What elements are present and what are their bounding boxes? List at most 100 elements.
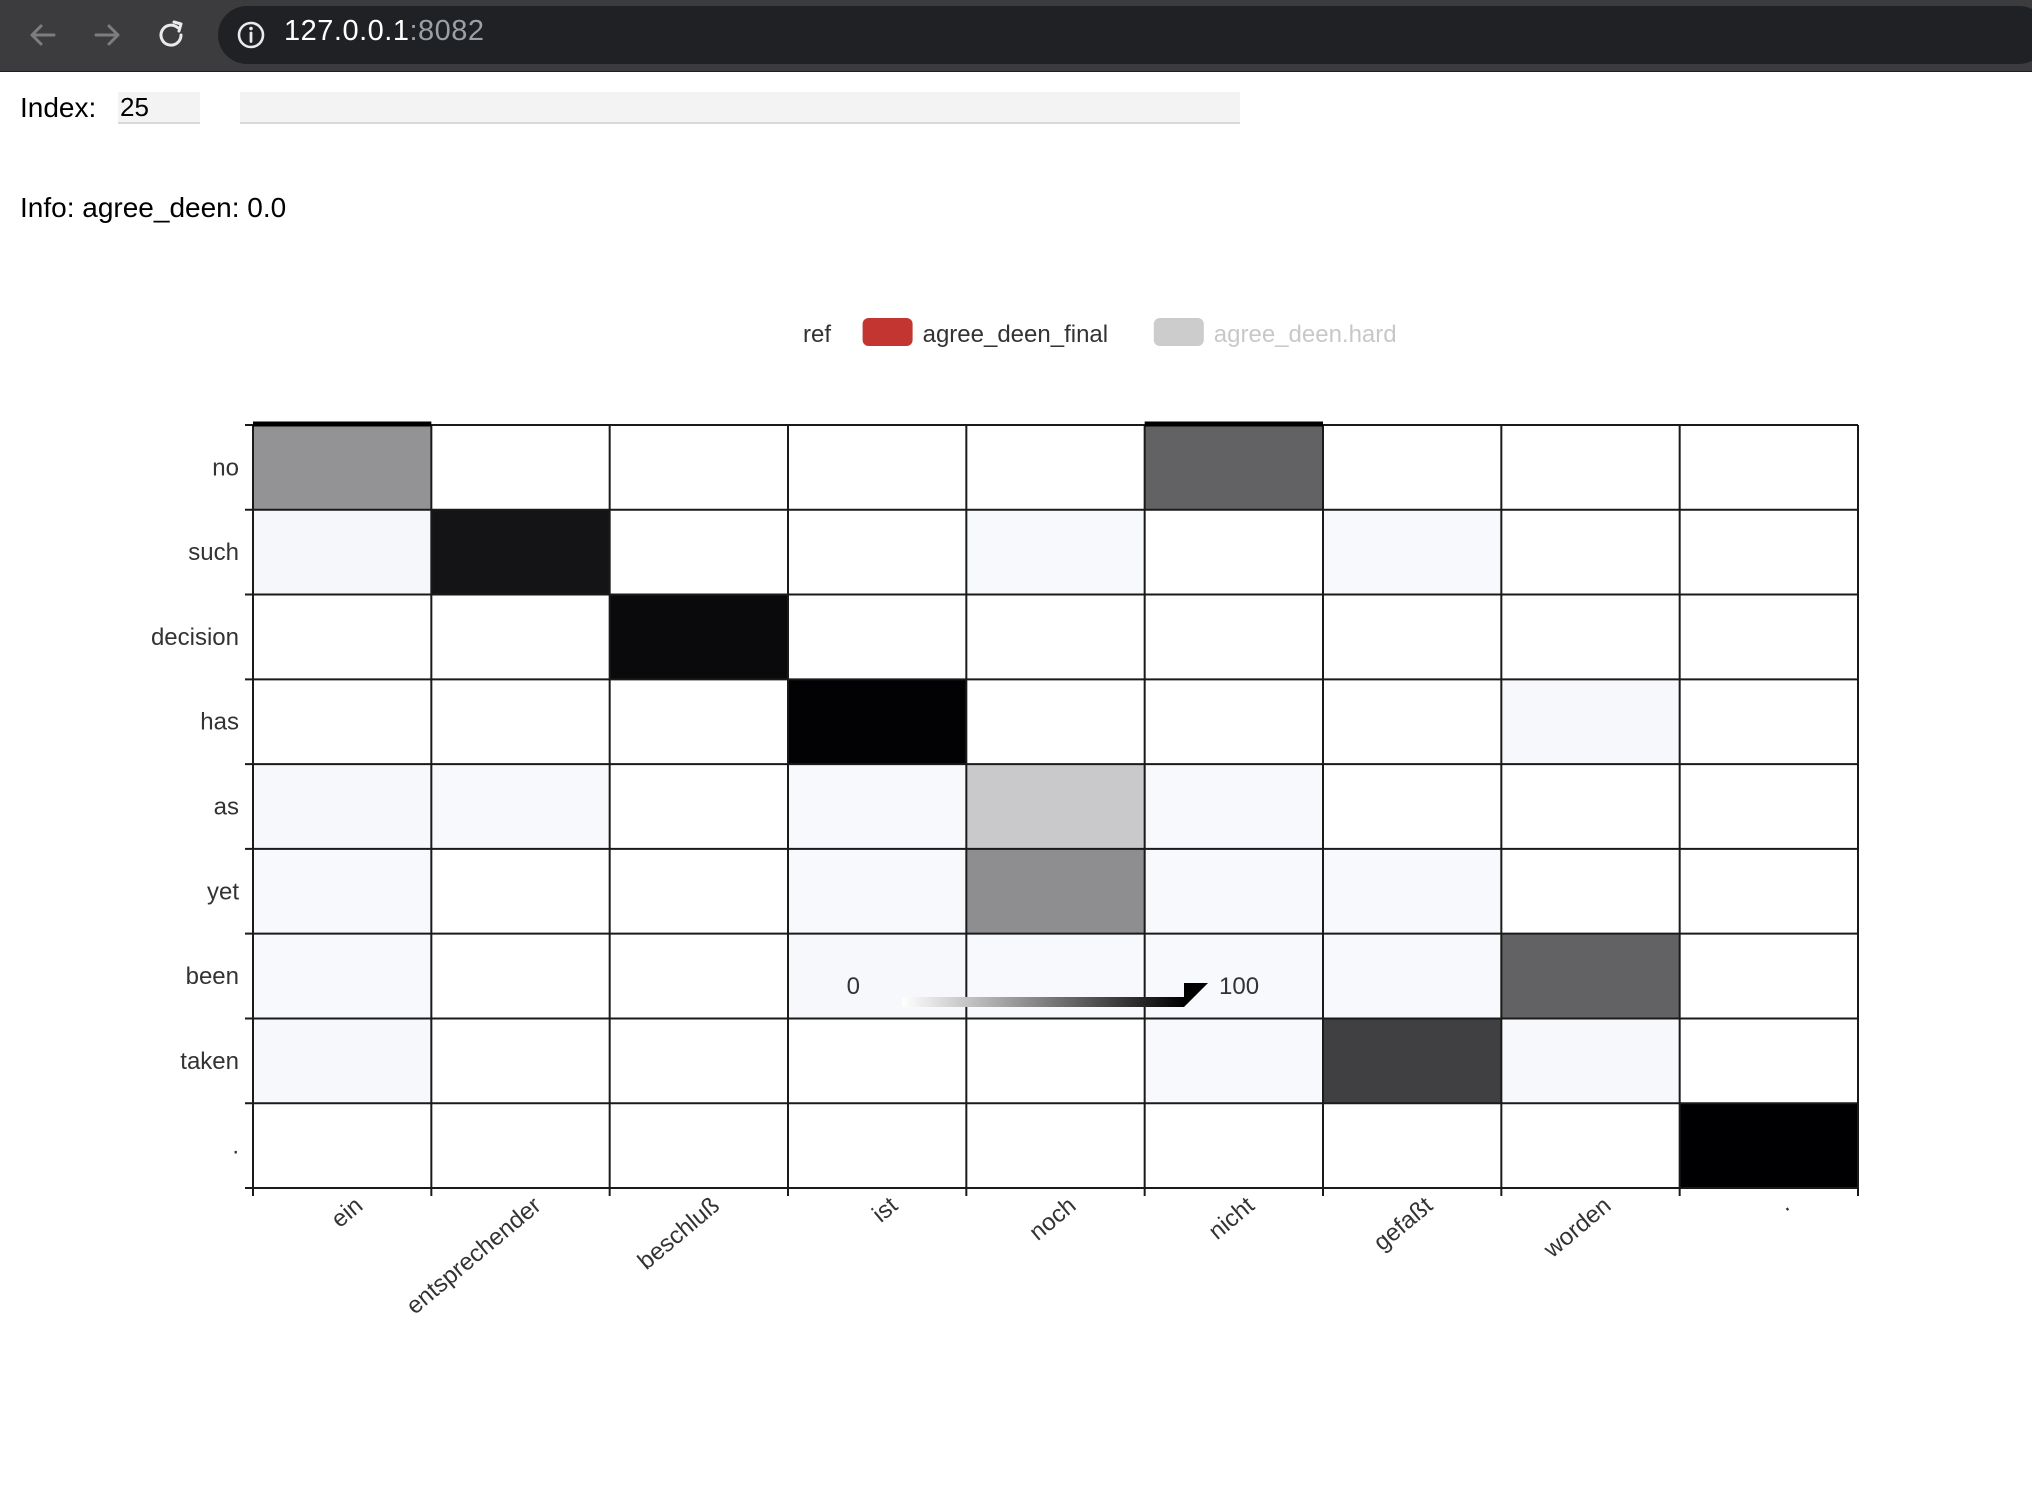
heatmap-cell[interactable] — [609, 848, 788, 934]
heatmap-cell[interactable] — [966, 1018, 1145, 1104]
heatmap-cell[interactable] — [431, 679, 610, 765]
heatmap-cell[interactable] — [1323, 1103, 1502, 1188]
heatmap-cell[interactable] — [431, 933, 610, 1019]
heatmap-cell[interactable] — [788, 1018, 967, 1104]
url-port: :8082 — [409, 15, 485, 47]
heatmap-cell[interactable] — [1144, 1018, 1323, 1104]
heatmap-cell[interactable] — [1501, 679, 1680, 765]
heatmap-cell[interactable] — [1144, 679, 1323, 765]
heatmap-cell[interactable] — [1323, 679, 1502, 765]
heatmap-cell[interactable] — [1323, 425, 1502, 510]
heatmap-cell[interactable] — [966, 764, 1145, 849]
heatmap-grid — [245, 421, 1859, 1196]
heatmap-cell[interactable] — [1679, 679, 1858, 765]
heatmap-cell[interactable] — [788, 594, 967, 680]
heatmap-cell[interactable] — [253, 509, 432, 595]
info-icon[interactable] — [236, 20, 266, 50]
heatmap-cell[interactable] — [253, 848, 432, 934]
legend-item[interactable]: ref — [803, 321, 831, 348]
heatmap-cell[interactable] — [431, 1018, 610, 1104]
heatmap-cell[interactable] — [253, 679, 432, 765]
text-input[interactable] — [240, 92, 1240, 124]
heatmap-cell[interactable] — [431, 764, 610, 849]
heatmap-cell[interactable] — [966, 594, 1145, 680]
heatmap-cell[interactable] — [788, 679, 967, 765]
heatmap-cell[interactable] — [609, 1018, 788, 1104]
heatmap-cell[interactable] — [1501, 594, 1680, 680]
heatmap-cell[interactable] — [253, 1018, 432, 1104]
heatmap-cell[interactable] — [1323, 509, 1502, 595]
heatmap-cell[interactable] — [1144, 594, 1323, 680]
heatmap-cell[interactable] — [1679, 764, 1858, 849]
heatmap-cell[interactable] — [1501, 1018, 1680, 1104]
heatmap-cell[interactable] — [1501, 1103, 1680, 1188]
heatmap-cell[interactable] — [431, 425, 610, 510]
reload-button[interactable] — [150, 14, 192, 56]
visual-map[interactable]: 0 100 — [847, 973, 1259, 1007]
heatmap-cell[interactable] — [1323, 933, 1502, 1019]
heatmap-cell[interactable] — [431, 1103, 610, 1188]
heatmap-cell[interactable] — [1323, 848, 1502, 934]
address-bar[interactable] — [218, 6, 2032, 64]
visual-map-bar[interactable] — [902, 997, 1184, 1007]
heatmap-cell[interactable] — [609, 509, 788, 595]
visual-map-handle[interactable] — [1184, 983, 1208, 1007]
arrow-left-icon — [30, 24, 56, 46]
heatmap-cell[interactable] — [966, 425, 1145, 510]
heatmap-cell[interactable] — [1501, 425, 1680, 510]
heatmap-cell[interactable] — [609, 679, 788, 765]
heatmap-cell[interactable] — [431, 509, 610, 595]
heatmap-cell[interactable] — [253, 425, 432, 510]
heatmap-cell[interactable] — [788, 509, 967, 595]
heatmap-cell[interactable] — [1144, 509, 1323, 595]
heatmap-cell[interactable] — [1501, 764, 1680, 849]
heatmap-cell[interactable] — [1323, 594, 1502, 680]
x-tick-label: entsprechender — [401, 1192, 546, 1320]
back-button[interactable] — [22, 14, 64, 56]
legend-item[interactable]: agree_deen_final — [862, 318, 1109, 348]
heatmap-cell[interactable] — [1679, 1103, 1858, 1188]
heatmap-cell[interactable] — [1679, 594, 1858, 680]
heatmap-cell[interactable] — [966, 1103, 1145, 1188]
heatmap-cell[interactable] — [609, 425, 788, 510]
legend-item[interactable]: agree_deen.hard — [1153, 318, 1397, 348]
heatmap-cell[interactable] — [1144, 848, 1323, 934]
heatmap-cell[interactable] — [1679, 933, 1858, 1019]
heatmap-cell[interactable] — [609, 1103, 788, 1188]
heatmap-cell[interactable] — [431, 848, 610, 934]
heatmap-cell[interactable] — [1501, 509, 1680, 595]
heatmap-cell[interactable] — [609, 594, 788, 680]
x-tick-label: ist — [867, 1192, 903, 1228]
heatmap-cell[interactable] — [1144, 1103, 1323, 1188]
heatmap-cell[interactable] — [1679, 509, 1858, 595]
heatmap-cell[interactable] — [431, 594, 610, 680]
heatmap-cell[interactable] — [1501, 933, 1680, 1019]
forward-button[interactable] — [86, 14, 128, 56]
heatmap-cell[interactable] — [1679, 848, 1858, 934]
url-text[interactable]: 127.0.0.1:8082 — [284, 15, 485, 48]
index-input[interactable] — [118, 92, 200, 124]
heatmap-cell[interactable] — [966, 509, 1145, 595]
heatmap-cell[interactable] — [253, 594, 432, 680]
heatmap-cell[interactable] — [788, 1103, 967, 1188]
arrow-right-icon — [94, 24, 120, 46]
heatmap-cell[interactable] — [253, 764, 432, 849]
heatmap-cell[interactable] — [966, 679, 1145, 765]
heatmap-cell[interactable] — [609, 933, 788, 1019]
heatmap-cell[interactable] — [253, 1103, 432, 1188]
heatmap-cell[interactable] — [609, 764, 788, 849]
visual-map-min-label: 0 — [847, 973, 860, 1000]
heatmap-cell[interactable] — [1323, 1018, 1502, 1104]
heatmap-cell[interactable] — [1501, 848, 1680, 934]
heatmap-cell[interactable] — [788, 764, 967, 849]
heatmap-cell[interactable] — [788, 848, 967, 934]
heatmap-cell[interactable] — [1144, 764, 1323, 849]
heatmap-cell[interactable] — [253, 933, 432, 1019]
heatmap-cell[interactable] — [1144, 425, 1323, 510]
heatmap-cell[interactable] — [966, 848, 1145, 934]
heatmap-cell[interactable] — [788, 425, 967, 510]
y-tick-label: as — [214, 794, 239, 821]
heatmap-cell[interactable] — [1679, 1018, 1858, 1104]
heatmap-cell[interactable] — [1323, 764, 1502, 849]
heatmap-cell[interactable] — [1679, 425, 1858, 510]
